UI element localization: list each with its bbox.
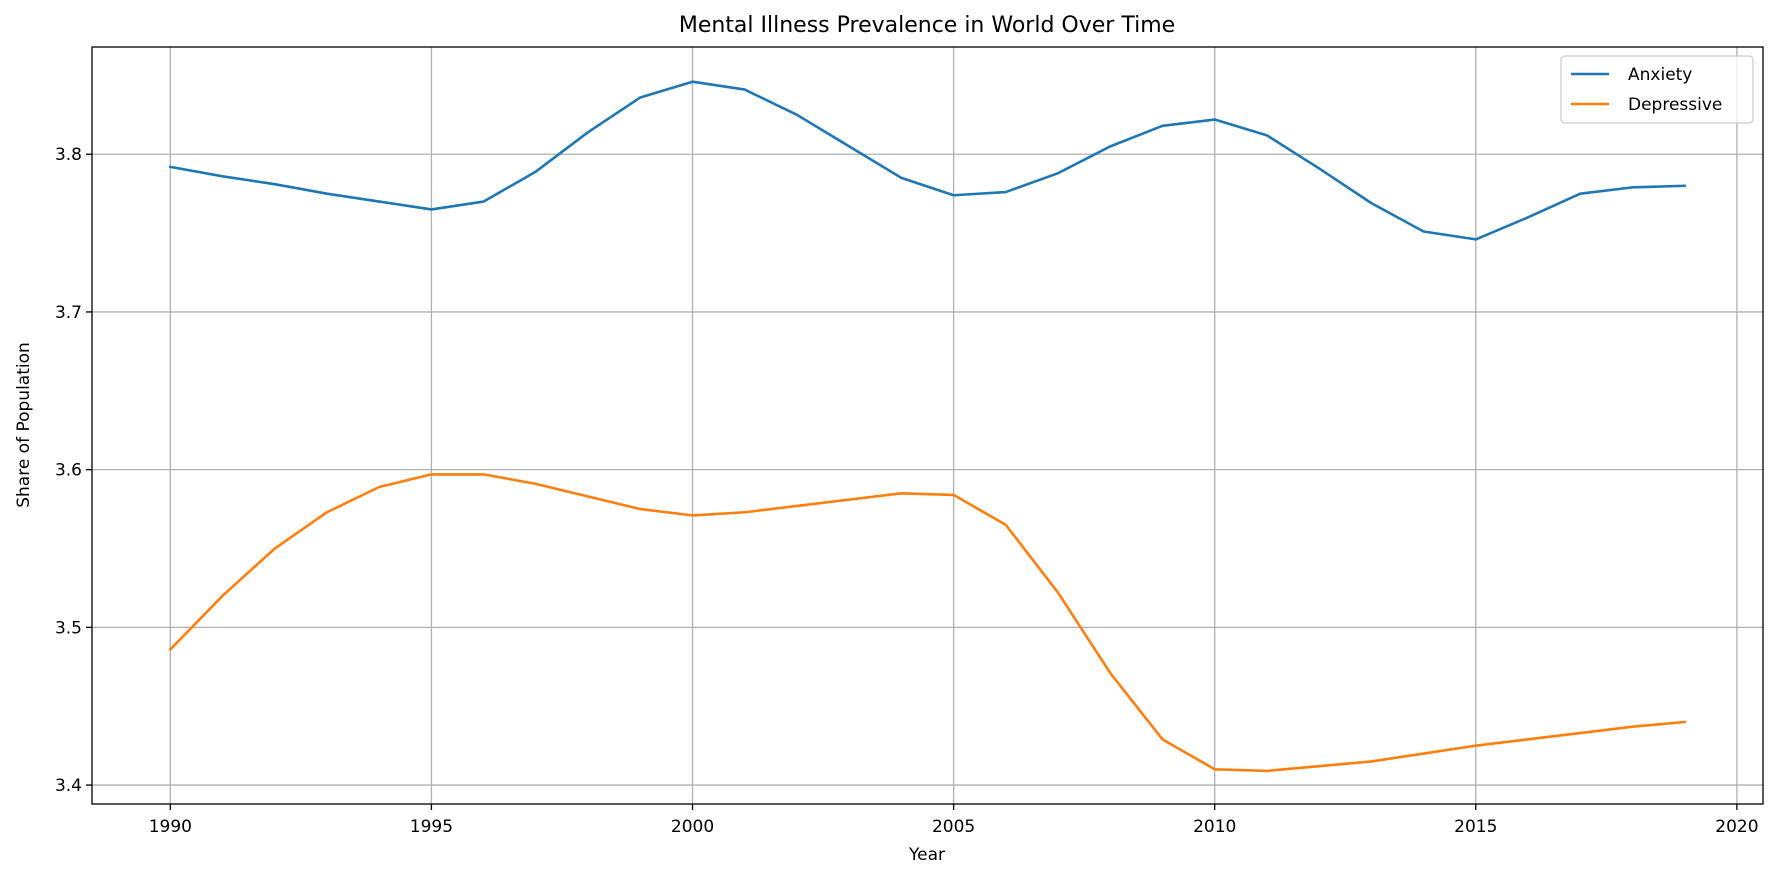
x-tick-label: 2000: [671, 817, 714, 837]
legend-label-depressive: Depressive: [1628, 95, 1722, 115]
series-line-anxiety: [168, 80, 1687, 241]
x-tick-label: 2010: [1193, 817, 1236, 837]
series-lines: [168, 80, 1687, 773]
y-axis-label: Share of Population: [14, 342, 34, 508]
series-line-depressive: [168, 473, 1687, 773]
axis-ticks: 1990 1995 2000 2005 2010 2015 2020 3.4 3.5 3.6 3.7…: [55, 145, 1759, 837]
y-tick-label: 3.4: [55, 776, 82, 796]
x-tick-label: 2015: [1454, 817, 1497, 837]
grid-lines: [92, 47, 1763, 804]
chart-title: Mental Illness Prevalence in World Over …: [679, 13, 1175, 38]
x-axis-label: Year: [908, 845, 945, 865]
legend: Anxiety Depressive: [1560, 55, 1754, 124]
y-tick-label: 3.7: [55, 303, 82, 323]
x-tick-label: 2020: [1715, 817, 1758, 837]
y-tick-label: 3.8: [55, 145, 82, 165]
y-tick-label: 3.5: [55, 618, 82, 638]
y-tick-label: 3.6: [55, 461, 82, 481]
legend-label-anxiety: Anxiety: [1628, 65, 1692, 85]
plot-area-frame: [91, 46, 1764, 805]
x-tick-label: 1995: [410, 817, 453, 837]
x-tick-label: 2005: [932, 817, 975, 837]
x-tick-label: 1990: [149, 817, 192, 837]
